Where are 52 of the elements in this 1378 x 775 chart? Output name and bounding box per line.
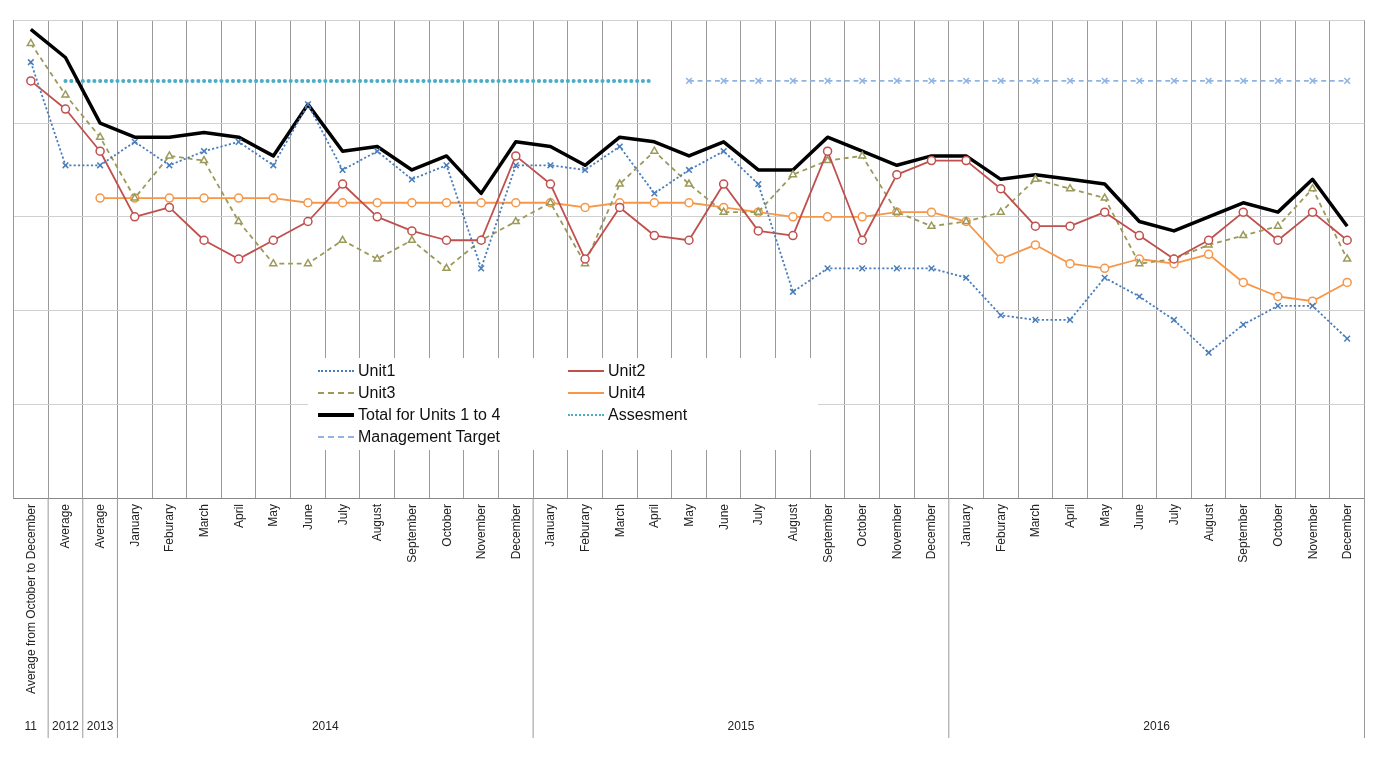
x-tick-label: March [1028,504,1043,538]
legend-label: Unit2 [608,362,646,380]
x-tick-label: June [1132,503,1147,531]
x-tick-label: Feburary [993,504,1008,553]
x-tick-label: October [855,504,870,547]
text: 11 [24,719,38,733]
x-tick-label: September [404,504,419,563]
text: 2012 [52,719,80,733]
legend-label: Unit1 [358,362,396,380]
x-tick-label: November [474,504,489,560]
x-tick-label: April [1063,504,1078,529]
x-tick-label: December [924,504,939,560]
x-tick-label: Average [58,503,73,549]
text: 2016 [1143,719,1171,733]
x-tick-label: July [335,504,350,526]
x-tick-label: May [266,504,281,527]
x-tick-label: August [1201,503,1216,542]
x-tick-label: June [300,503,315,531]
x-tick-label: January [127,504,142,547]
x-tick-label: August [370,503,385,542]
legend-label: Management Target [358,428,501,446]
x-tick-label: October [1270,504,1285,547]
x-tick-label: July [1166,504,1181,526]
text: 2013 [86,719,114,733]
x-tick-label: November [889,504,904,560]
x-tick-label: April [647,504,662,529]
x-tick-label: Feburary [578,504,593,553]
x-tick-label: January [959,504,974,547]
x-tick-label: August [785,503,800,542]
x-tick-label: May [682,504,696,527]
x-tick-label: July [751,504,766,526]
x-tick-label: December [1340,504,1355,560]
legend-label: Assesment [608,406,688,424]
x-tick-label: Average from October to December [23,504,38,694]
x-tick-label: June [716,503,731,531]
x-tick-label: April [231,504,246,529]
x-tick-label: September [820,504,835,563]
text: 2015 [727,719,755,733]
x-tick-label: Average [93,503,108,549]
text: 2014 [311,719,339,733]
x-tick-label: May [1097,504,1112,527]
x-tick-label: December [508,504,523,560]
x-tick-label: March [197,504,212,538]
x-tick-label: Feburary [162,504,177,553]
x-tick-label: November [1305,504,1320,560]
legend-label: Total for Units 1 to 4 [358,406,501,424]
x-tick-label: March [612,504,627,538]
legend-label: Unit3 [358,384,396,402]
x-tick-label: January [543,504,558,547]
x-tick-label: October [439,504,454,547]
legend-label: Unit4 [608,384,646,402]
x-tick-label: September [1236,504,1251,563]
